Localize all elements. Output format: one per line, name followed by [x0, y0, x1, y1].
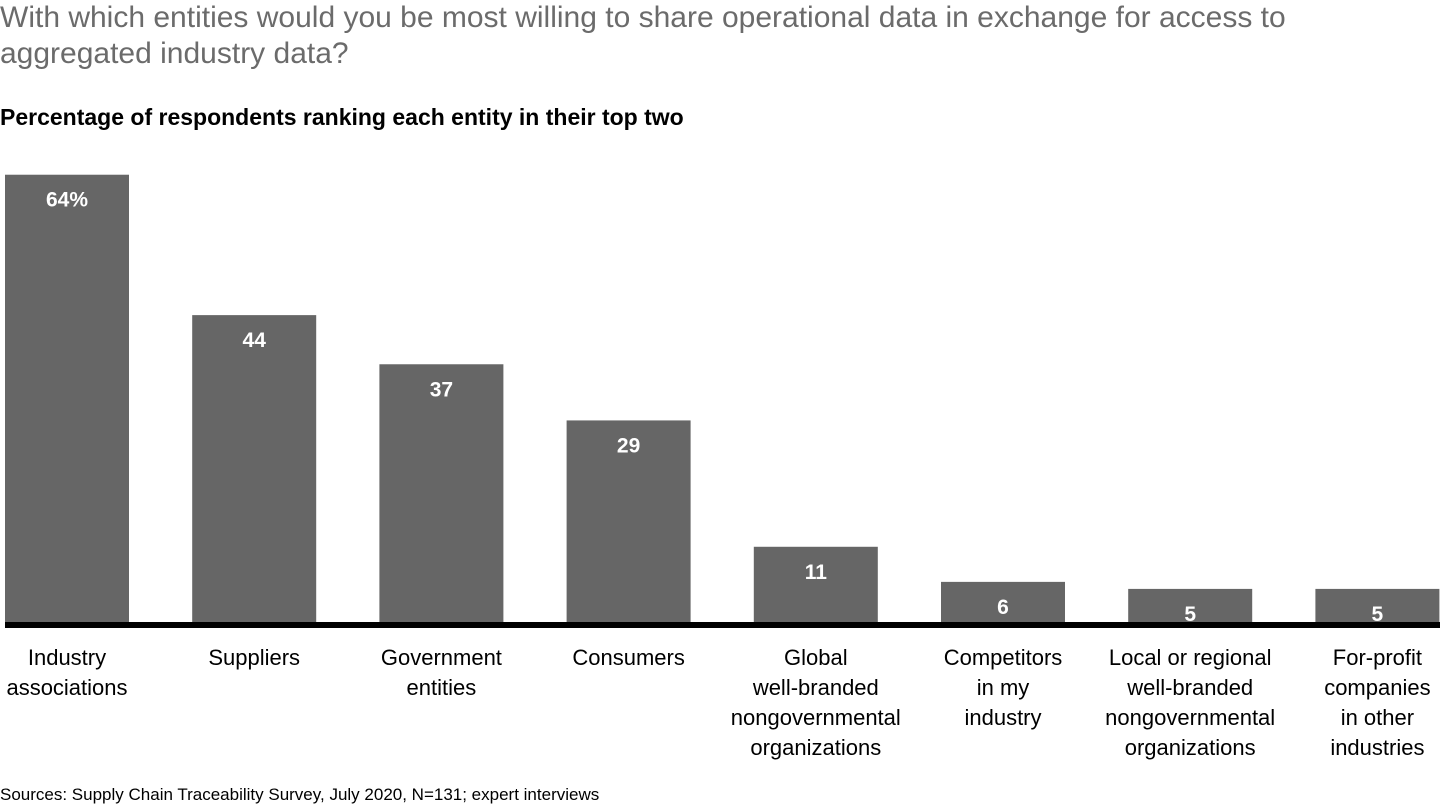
data-label-0: 64% [46, 189, 88, 212]
bar-7 [1315, 588, 1440, 624]
source-note: Sources: Supply Chain Traceability Surve… [0, 785, 600, 804]
data-label-3: 29 [617, 434, 640, 457]
data-label-4: 11 [805, 561, 828, 584]
chart-subtitle: Percentage of respondents ranking each e… [0, 104, 684, 130]
bar-2 [379, 364, 504, 624]
data-label-7: 5 [1372, 603, 1384, 626]
bar-3 [566, 420, 691, 624]
x-tick-label-6: Local or regional well-branded nongovern… [1105, 645, 1276, 760]
data-label-6: 5 [1184, 603, 1196, 626]
data-label-1: 44 [243, 329, 267, 352]
x-tick-label-7: For-profit companies in other industries [1324, 645, 1431, 760]
bar-1 [192, 315, 317, 624]
data-label-2: 37 [430, 378, 453, 401]
data-label-5: 6 [997, 596, 1009, 619]
bar-4 [753, 546, 878, 624]
x-axis-baseline [5, 622, 1440, 628]
x-tick-label-2: Government entities [380, 645, 502, 700]
bar-0 [5, 174, 129, 624]
bar-chart: 64% 44 37 29 11 6 5 5 [5, 174, 1440, 628]
x-tick-label-4: Global well-branded nongovernmental orga… [730, 645, 901, 760]
chart-question-title: With which entities would you be most wi… [0, 1, 1286, 70]
x-tick-label-3: Consumers [572, 645, 685, 670]
bar-5 [941, 581, 1065, 624]
x-tick-label-0: Industry associations [6, 645, 128, 700]
bar-6 [1128, 588, 1253, 624]
x-tick-label-5: Competitors in my industry [943, 645, 1063, 730]
x-tick-label-1: Suppliers [208, 645, 301, 670]
